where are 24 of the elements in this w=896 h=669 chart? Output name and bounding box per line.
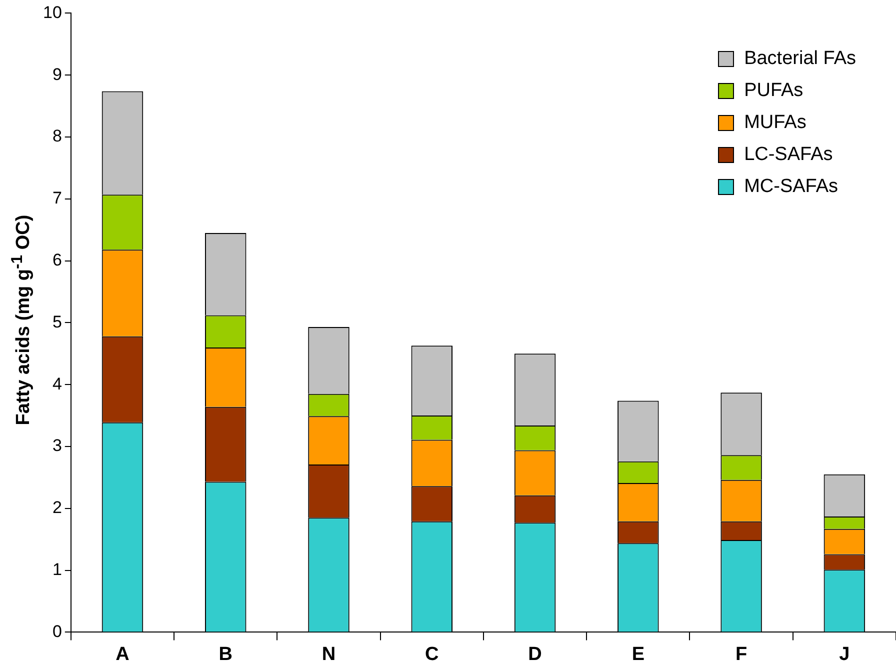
legend-label: PUFAs	[744, 80, 804, 102]
y-tick-label: 7	[52, 188, 62, 208]
y-tick-label: 3	[52, 436, 62, 456]
legend-label: MUFAs	[744, 112, 806, 134]
y-tick-label: 4	[52, 374, 62, 394]
y-tick-label: 9	[52, 64, 62, 84]
y-tick-label: 6	[52, 250, 62, 270]
x-tick-label: N	[322, 644, 336, 665]
legend-label: LC-SAFAs	[744, 144, 833, 166]
legend-label: Bacterial FAs	[744, 48, 856, 70]
x-tick-label: E	[632, 644, 645, 665]
x-tick-label: C	[425, 644, 440, 665]
x-tick-label: J	[839, 644, 850, 665]
x-tick-label: F	[735, 644, 748, 665]
y-tick-label: 8	[52, 126, 62, 146]
y-tick-label: 10	[42, 2, 62, 22]
x-tick-label: A	[116, 644, 130, 665]
y-tick-label: 0	[52, 622, 62, 641]
legend-label: MC-SAFAs	[744, 176, 838, 198]
y-tick-label: 5	[52, 312, 62, 332]
x-tick-label: B	[218, 644, 232, 665]
y-tick-label: 2	[52, 498, 62, 518]
x-tick-label: D	[528, 644, 542, 665]
y-tick-label: 1	[52, 560, 62, 579]
